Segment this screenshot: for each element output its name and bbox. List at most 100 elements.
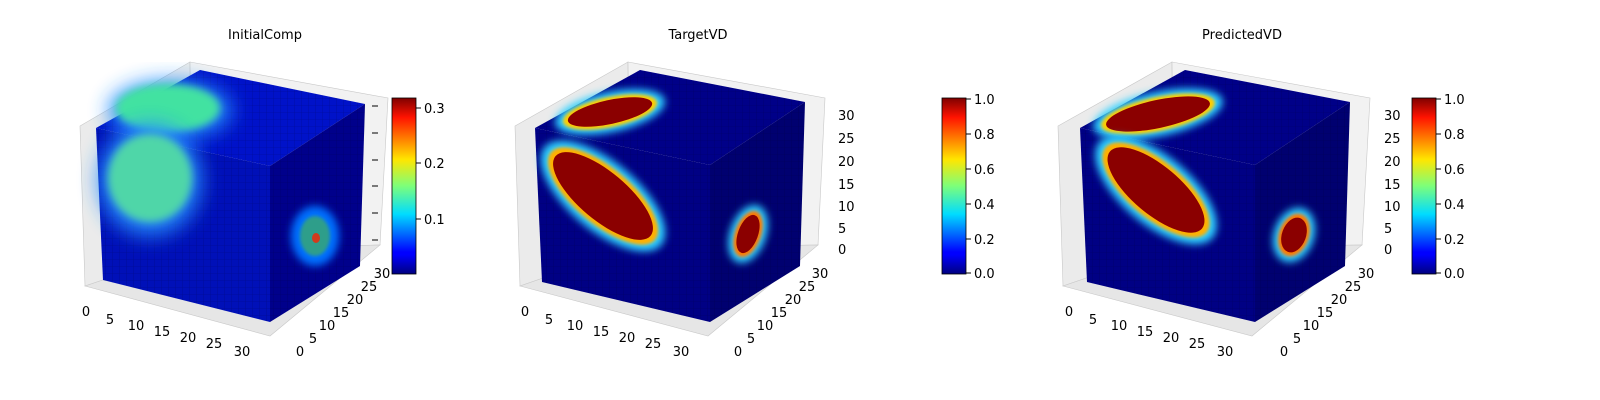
y-tick-label: 15 [333, 306, 350, 321]
x-tick-label: 20 [1163, 331, 1180, 346]
colorbar: 1.0 0.8 0.6 0.4 0.2 0.0 [1411, 93, 1465, 282]
y-tick-label: 30 [1358, 267, 1375, 282]
y-tick-label: 5 [747, 332, 755, 347]
y-tick-label: 15 [1317, 306, 1334, 321]
z-tick-label: 10 [838, 200, 855, 215]
y-tick-label: 20 [347, 293, 364, 308]
x-axis-ticks: 0 5 10 15 20 25 30 [1065, 305, 1233, 360]
z-tick-label: 0 [1384, 243, 1392, 258]
colorbar-tick-label: 0.3 [424, 102, 445, 117]
chart-title: TargetVD [667, 28, 727, 43]
y-tick-label: 25 [799, 280, 816, 295]
colorbar-tick-label: 0.0 [1444, 267, 1465, 282]
y-tick-label: 10 [757, 319, 774, 334]
colorbar-tick-label: 0.6 [974, 163, 995, 178]
z-tick-label: 30 [838, 109, 855, 124]
x-tick-label: 20 [180, 331, 197, 346]
panel-targetvd: TargetVD [514, 28, 995, 360]
z-tick-label: 15 [838, 178, 855, 193]
y-tick-label: 20 [1331, 293, 1348, 308]
blob-front [98, 124, 202, 236]
x-tick-label: 30 [234, 345, 251, 360]
colorbar-tick-label: 0.2 [1444, 233, 1465, 248]
colorbar: 0.3 0.2 0.1 [391, 97, 445, 275]
colorbar: 1.0 0.8 0.6 0.4 0.2 0.0 [941, 93, 995, 282]
y-axis-ticks: 0 5 10 15 20 25 30 [734, 267, 828, 360]
y-axis-ticks: 0 5 10 15 20 25 30 [1280, 267, 1374, 360]
z-axis-ticks: 0 5 10 15 20 25 30 [1384, 109, 1401, 258]
blob-front [1095, 135, 1217, 245]
z-tick-label: 10 [1384, 200, 1401, 215]
x-axis-ticks: 0 5 10 15 20 25 30 [82, 305, 250, 360]
blob-top [1093, 88, 1223, 140]
x-tick-label: 30 [1217, 345, 1234, 360]
colorbar-tick-label: 0.4 [974, 198, 995, 213]
z-axis-ticks: 0 5 10 15 20 25 30 [838, 109, 855, 258]
blob-right [291, 206, 339, 266]
voxel-cube [535, 70, 805, 322]
y-tick-label: 0 [1280, 345, 1288, 360]
x-tick-label: 20 [619, 331, 636, 346]
x-tick-label: 0 [521, 305, 529, 320]
blob-top [555, 89, 665, 135]
x-axis-ticks: 0 5 10 15 20 25 30 [521, 305, 689, 360]
colorbar-tick-label: 0.8 [1444, 128, 1465, 143]
z-tick-label: 30 [1384, 109, 1401, 124]
colorbar-tick-label: 0.1 [424, 213, 445, 228]
blob-right [1272, 207, 1316, 263]
y-tick-label: 10 [1303, 319, 1320, 334]
y-tick-label: 5 [1293, 332, 1301, 347]
y-tick-label: 30 [374, 267, 391, 282]
colorbar-tick-label: 0.0 [974, 267, 995, 282]
y-tick-label: 5 [309, 332, 317, 347]
colorbar-tick-label: 0.2 [424, 157, 445, 172]
x-tick-label: 15 [154, 325, 171, 340]
x-tick-label: 0 [1065, 305, 1073, 320]
blob-front [540, 140, 666, 252]
z-tick-label: 25 [838, 132, 855, 147]
z-tick-label: 5 [838, 222, 846, 237]
colorbar-gradient [391, 97, 417, 275]
colorbar-tick-label: 1.0 [1444, 93, 1465, 108]
x-tick-label: 5 [106, 313, 114, 328]
x-tick-label: 10 [567, 319, 584, 334]
colorbar-tick-label: 0.4 [1444, 198, 1465, 213]
voxel-cube [96, 70, 365, 322]
x-tick-label: 5 [545, 313, 553, 328]
x-tick-label: 15 [1137, 325, 1154, 340]
z-tick-label: 20 [838, 155, 855, 170]
chart-title: PredictedVD [1202, 28, 1282, 43]
x-tick-label: 15 [593, 325, 610, 340]
voxel-cube [1080, 70, 1350, 322]
x-tick-label: 30 [673, 345, 690, 360]
y-tick-label: 0 [734, 345, 742, 360]
panel-initialcomp: InitialComp [79, 28, 445, 360]
x-tick-label: 25 [206, 337, 223, 352]
colorbar-gradient [941, 97, 967, 275]
y-tick-label: 25 [361, 280, 378, 295]
z-axis-tickmarks [372, 105, 378, 241]
y-axis-ticks: 0 5 10 15 20 25 30 [296, 267, 390, 360]
colorbar-gradient [1411, 97, 1437, 275]
y-tick-label: 15 [771, 306, 788, 321]
z-tick-label: 0 [838, 243, 846, 258]
y-tick-label: 10 [319, 319, 336, 334]
blob-right [728, 205, 768, 263]
colorbar-tick-label: 0.2 [974, 233, 995, 248]
y-tick-label: 20 [785, 293, 802, 308]
z-tick-label: 5 [1384, 222, 1392, 237]
colorbar-tick-label: 0.8 [974, 128, 995, 143]
x-tick-label: 25 [645, 337, 662, 352]
colorbar-tick-label: 1.0 [974, 93, 995, 108]
y-tick-label: 0 [296, 345, 304, 360]
y-tick-label: 25 [1345, 280, 1362, 295]
blob-top [108, 80, 232, 140]
y-tick-label: 30 [812, 267, 829, 282]
x-tick-label: 25 [1189, 337, 1206, 352]
x-tick-label: 5 [1089, 313, 1097, 328]
z-tick-label: 20 [1384, 155, 1401, 170]
x-tick-label: 10 [1111, 319, 1128, 334]
z-tick-label: 15 [1384, 178, 1401, 193]
x-tick-label: 0 [82, 305, 90, 320]
